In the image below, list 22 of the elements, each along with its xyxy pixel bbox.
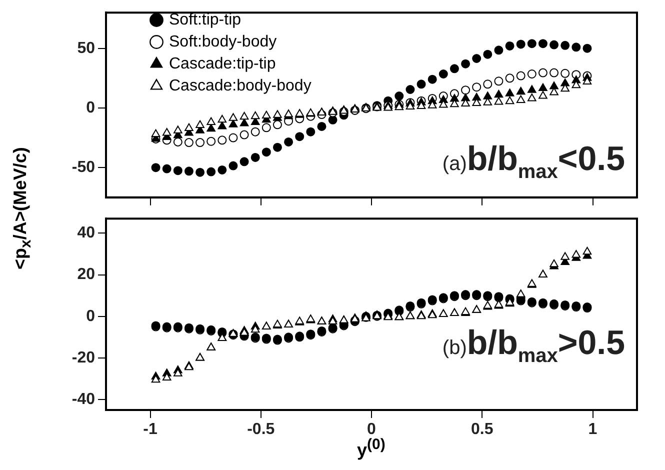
legend-label: Cascade:tip-tip <box>169 55 276 72</box>
y-tick-label: -20 <box>72 349 96 366</box>
y-tick-label: 0 <box>86 308 96 325</box>
x-tick-label: -1 <box>143 421 158 438</box>
y-tick-label: -40 <box>72 391 96 408</box>
y-tick-label: 50 <box>77 40 96 57</box>
legend-label: Soft:body-body <box>169 33 277 50</box>
annotation: b/b$_{max}$>0.5 <box>466 324 625 367</box>
legend-label: Soft:tip-tip <box>169 11 242 28</box>
y-tick-label: -50 <box>72 159 96 176</box>
x-axis-title: y$^{(0)}$ <box>357 436 386 460</box>
legend-label: Cascade:body-body <box>169 77 312 94</box>
y-tick-label: 0 <box>86 99 96 116</box>
x-tick-label: 1 <box>588 421 598 438</box>
annotation: (a) <box>442 153 467 175</box>
x-tick-label: 0.5 <box>471 421 494 438</box>
annotation: (b) <box>442 337 467 359</box>
x-tick-label: 0 <box>367 421 376 438</box>
y-tick-label: 40 <box>77 224 96 242</box>
annotation: b/b$_{max}$<0.5 <box>466 140 625 183</box>
y-tick-label: 20 <box>77 266 96 284</box>
x-tick-label: -0.5 <box>247 421 275 438</box>
